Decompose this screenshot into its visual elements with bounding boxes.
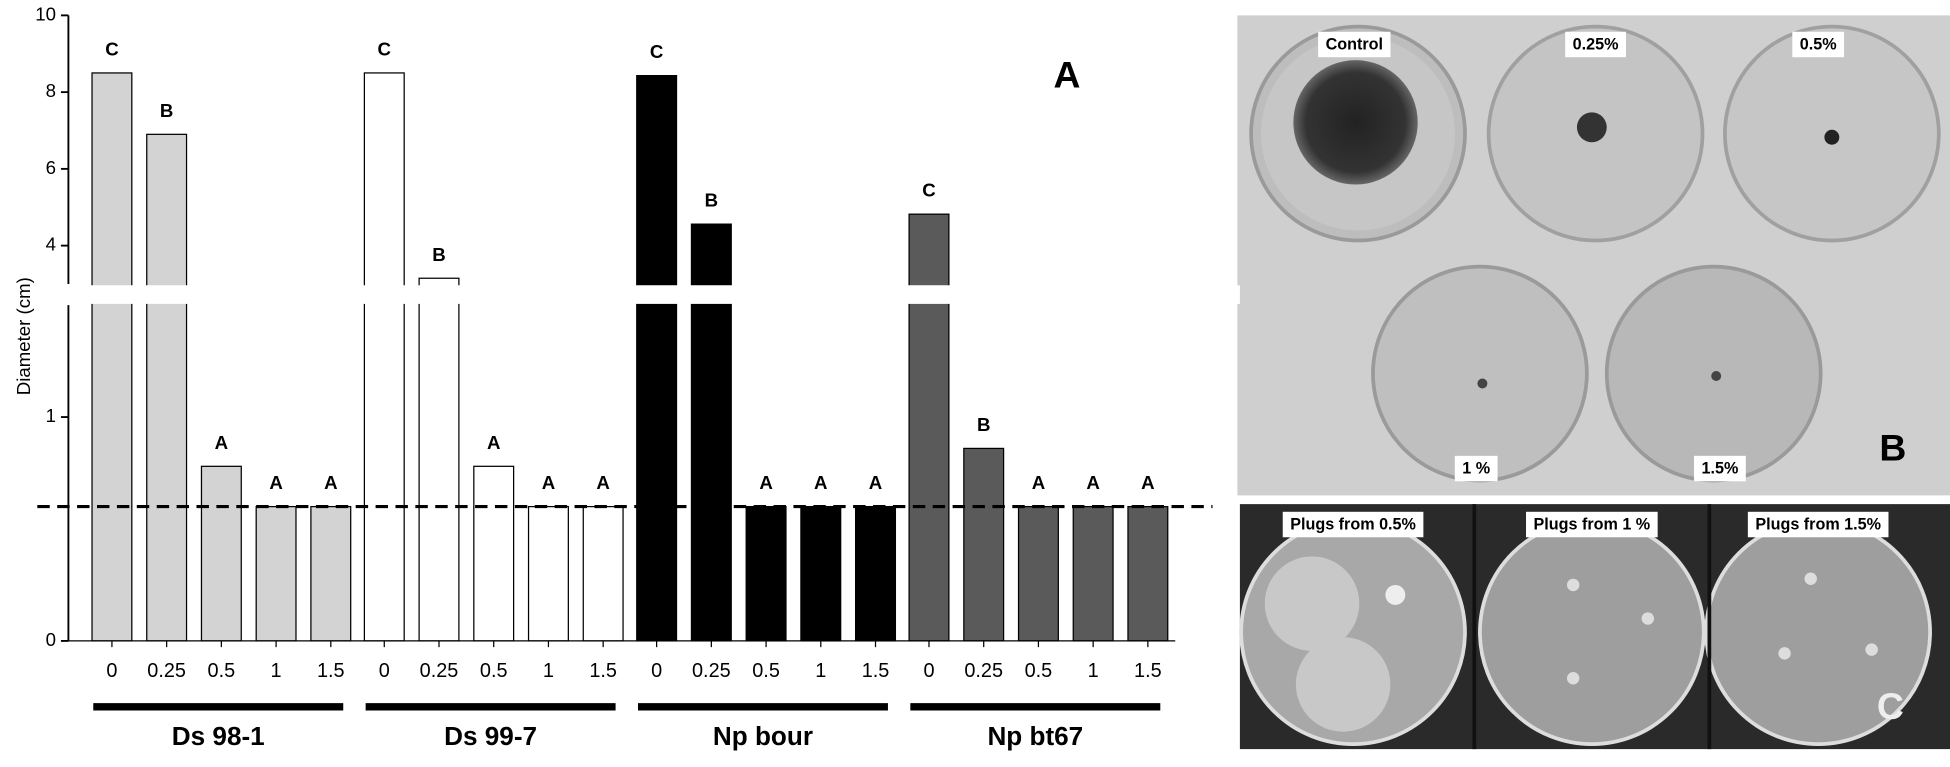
x-tick-label: 0.25 [964, 660, 1003, 682]
bar [800, 505, 842, 642]
y-tick-label: 8 [46, 80, 56, 101]
bar [582, 505, 624, 642]
photo-b [1237, 15, 1950, 496]
bar [527, 505, 569, 642]
axis-break-gap [58, 285, 1240, 304]
plate-label: 0.5% [1800, 35, 1837, 53]
bar [1127, 505, 1169, 642]
x-tick-label: 0 [379, 660, 390, 682]
y-tick-label: 10 [35, 3, 56, 24]
significance-letter: A [487, 432, 500, 453]
group-label: Ds 98-1 [172, 721, 265, 751]
plate-label: Plugs from 0.5% [1290, 516, 1416, 534]
y-tick-label: 6 [46, 157, 56, 178]
bar [1072, 505, 1114, 642]
bar [363, 72, 405, 642]
label-box [1792, 31, 1845, 58]
x-tick-label: 1 [543, 660, 554, 682]
significance-letter: A [1032, 472, 1045, 493]
significance-letter: A [869, 472, 882, 493]
label-box [1694, 455, 1746, 482]
significance-letter: A [215, 432, 228, 453]
label-box [1526, 511, 1658, 538]
bar [1017, 505, 1059, 642]
bar [255, 505, 297, 642]
group-label: Np bt67 [987, 721, 1083, 751]
label-box [1282, 511, 1424, 538]
significance-letter: C [650, 41, 663, 62]
significance-letter: C [922, 180, 935, 201]
x-tick-label: 1 [1088, 660, 1099, 682]
bar [91, 72, 133, 642]
panel-label: A [1054, 53, 1081, 95]
significance-letter: B [160, 100, 173, 121]
plate-label: Plugs from 1 % [1533, 516, 1650, 534]
x-tick-label: 0.25 [420, 660, 459, 682]
significance-letter: A [1086, 472, 1099, 493]
x-tick-label: 0 [651, 660, 662, 682]
label-box [1747, 511, 1889, 538]
bar [908, 213, 950, 642]
bar [636, 75, 678, 642]
bar [418, 277, 460, 642]
photo-c [1239, 504, 1950, 750]
plate-label: Plugs from 1.5% [1755, 516, 1881, 534]
label-box [1565, 31, 1626, 58]
significance-letter: A [596, 472, 609, 493]
x-tick-label: 1.5 [862, 660, 890, 682]
x-tick-label: 0.25 [147, 660, 186, 682]
x-tick-label: 0.25 [692, 660, 731, 682]
panel-label: B [1879, 427, 1906, 469]
bar [310, 505, 352, 642]
significance-letter: A [1141, 472, 1154, 493]
significance-letter: A [542, 472, 555, 493]
x-tick-label: 1.5 [1134, 660, 1162, 682]
significance-letter: C [378, 38, 391, 59]
panel-label: C [1877, 685, 1904, 727]
significance-letter: C [105, 38, 118, 59]
bar [200, 465, 242, 642]
plate-label: 0.25% [1573, 35, 1619, 53]
x-tick-label: 0.5 [1025, 660, 1053, 682]
bar [963, 447, 1005, 642]
plate-label: 1.5% [1702, 460, 1739, 478]
significance-letter: B [705, 190, 718, 211]
significance-letter: A [269, 472, 282, 493]
significance-letter: B [432, 244, 445, 265]
label-box [1454, 455, 1498, 482]
x-tick-label: 0.5 [752, 660, 780, 682]
y-tick-label: 4 [46, 234, 56, 255]
bar [745, 505, 787, 642]
plate-label: Control [1326, 35, 1383, 53]
group-label: Ds 99-7 [444, 721, 537, 751]
significance-letter: A [814, 472, 827, 493]
bar [146, 133, 188, 642]
x-tick-label: 1 [271, 660, 282, 682]
x-tick-label: 1.5 [589, 660, 617, 682]
bar [473, 465, 515, 642]
y-tick-label: 1 [46, 405, 56, 426]
significance-letter: B [977, 414, 990, 435]
y-tick-label: 0 [46, 629, 56, 650]
y-axis-label: Diameter (cm) [13, 277, 34, 395]
x-tick-label: 1.5 [317, 660, 345, 682]
plate-label: 1 % [1462, 460, 1490, 478]
x-tick-label: 0.5 [208, 660, 236, 682]
x-tick-label: 0.5 [480, 660, 508, 682]
group-label: Np bour [713, 721, 813, 751]
x-tick-label: 1 [815, 660, 826, 682]
significance-letter: A [324, 472, 337, 493]
label-box [1318, 31, 1391, 58]
x-tick-label: 0 [106, 660, 117, 682]
bar [854, 505, 897, 642]
x-tick-label: 0 [923, 660, 934, 682]
significance-letter: A [759, 472, 772, 493]
